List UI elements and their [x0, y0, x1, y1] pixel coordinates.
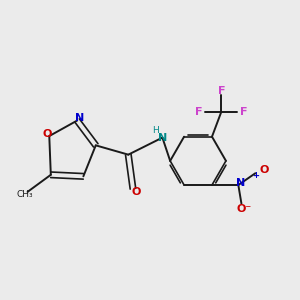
Text: F: F — [218, 86, 225, 96]
Text: F: F — [195, 107, 202, 117]
Text: O: O — [132, 188, 141, 197]
Text: N: N — [75, 113, 84, 123]
Text: O: O — [42, 129, 52, 139]
Text: N: N — [236, 178, 245, 188]
Text: CH₃: CH₃ — [17, 190, 33, 199]
Text: H: H — [152, 126, 159, 135]
Text: O: O — [260, 165, 269, 175]
Text: O⁻: O⁻ — [237, 204, 252, 214]
Text: N: N — [158, 133, 167, 142]
Text: F: F — [241, 107, 248, 117]
Text: +: + — [252, 171, 259, 180]
